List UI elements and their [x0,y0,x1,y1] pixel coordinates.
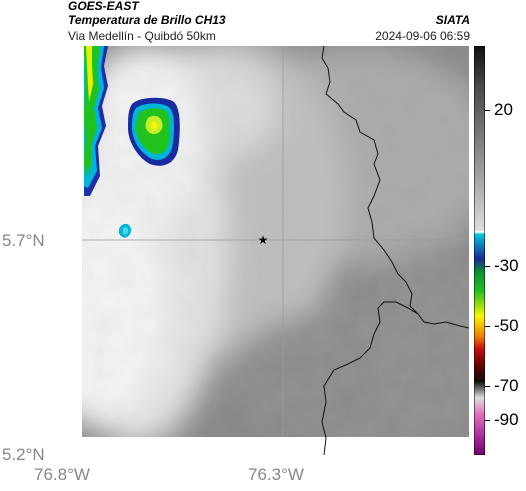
satellite-map[interactable]: ★ [68,46,469,455]
cell-yellow [151,121,158,130]
x-tick-76-3: 76.3°W [248,465,304,484]
satellite-title: GOES-EAST [68,0,139,13]
convective-yellow [86,46,93,102]
cbar-label-m50: -50 [494,316,519,335]
cbar-label-m30: -30 [494,256,519,275]
star-icon: ★ [258,233,269,247]
texture [68,46,469,455]
cbar-tick-m90 [485,420,490,421]
region-label: Via Medellín - Quibdó 50km [68,29,216,43]
cbar-label-m90: -90 [494,410,519,429]
map-canvas: ★ [68,46,469,455]
cbar-label-20: 20 [494,100,513,119]
domain-bottom [68,437,469,455]
colorbar [474,46,485,455]
product-title: Temperatura de Brillo CH13 [68,13,226,27]
cbar-label-m70: -70 [494,376,519,395]
border-line [321,46,469,329]
agency-label: SIATA [435,13,470,27]
domain-left [68,46,82,455]
cbar-tick-m30 [485,266,490,267]
y-tick-5-2: 5.2°N [2,445,45,464]
border-line-south [321,301,419,455]
timestamp-label: 2024-09-06 06:59 [375,29,470,43]
cbar-tick-m50 [485,326,490,327]
cbar-tick-20 [485,110,490,111]
small-cell-core [123,227,129,235]
y-tick-5-7: 5.7°N [2,231,45,250]
x-tick-76-8: 76.8°W [34,465,90,484]
cbar-tick-m70 [485,386,490,387]
